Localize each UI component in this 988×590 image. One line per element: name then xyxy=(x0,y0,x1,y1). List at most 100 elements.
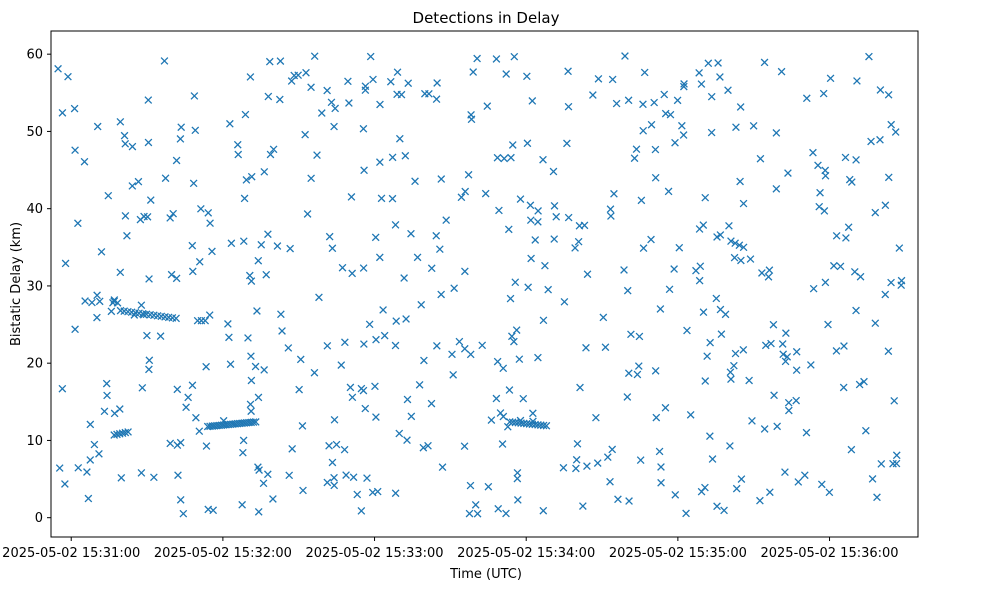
detection-point xyxy=(884,173,893,182)
detection-point xyxy=(395,134,404,143)
detection-point xyxy=(506,294,515,303)
detection-point xyxy=(116,268,125,277)
detection-point xyxy=(871,208,880,217)
detection-point xyxy=(407,412,416,421)
detection-point xyxy=(264,92,273,101)
detection-point xyxy=(832,231,841,240)
detection-point xyxy=(701,193,710,202)
detection-point xyxy=(71,146,79,155)
detection-point xyxy=(560,297,569,306)
detection-point xyxy=(792,366,801,375)
detection-point xyxy=(401,151,410,160)
detection-point xyxy=(624,96,633,105)
detection-point xyxy=(188,241,197,250)
detection-point xyxy=(262,270,271,279)
detection-point xyxy=(204,505,213,514)
detection-point xyxy=(206,219,214,228)
detection-point xyxy=(603,453,612,462)
detection-point xyxy=(891,128,900,136)
detection-point xyxy=(682,509,690,518)
detection-point xyxy=(523,72,531,81)
detection-point xyxy=(275,95,284,104)
detection-point xyxy=(145,365,153,374)
detection-point xyxy=(760,425,769,433)
detection-point xyxy=(296,355,305,364)
detection-point xyxy=(772,184,781,193)
detection-point xyxy=(855,380,864,389)
detection-point xyxy=(699,308,708,317)
detection-point xyxy=(871,319,880,328)
detection-point xyxy=(717,330,726,339)
detection-point xyxy=(735,241,744,250)
detection-point xyxy=(606,477,614,486)
detection-point xyxy=(411,177,419,186)
detection-point xyxy=(328,244,337,253)
detection-point xyxy=(247,407,255,416)
detection-point xyxy=(288,444,297,453)
detection-point xyxy=(264,230,272,239)
detection-point xyxy=(539,155,547,164)
detection-point xyxy=(247,376,256,385)
detection-point xyxy=(499,412,508,421)
detection-point xyxy=(610,189,618,198)
detection-point xyxy=(529,409,537,418)
detection-point xyxy=(419,443,428,452)
detection-point xyxy=(515,355,524,364)
detection-point xyxy=(285,471,294,480)
detection-point xyxy=(145,275,153,283)
detection-point xyxy=(176,495,185,504)
detection-point xyxy=(816,188,824,197)
detection-point xyxy=(876,135,884,144)
detection-point xyxy=(427,399,436,408)
detection-point xyxy=(572,455,581,464)
detection-point xyxy=(254,507,263,516)
detection-point xyxy=(120,131,129,140)
detection-point xyxy=(376,158,384,167)
chart-title: Detections in Delay xyxy=(413,9,560,27)
detection-point xyxy=(539,316,548,325)
detection-point xyxy=(794,478,803,486)
detection-point xyxy=(524,283,533,292)
detection-point xyxy=(703,352,712,361)
detection-point xyxy=(592,413,600,422)
detection-point xyxy=(371,382,379,391)
detection-point xyxy=(499,364,508,373)
detection-point xyxy=(821,278,830,287)
detection-point xyxy=(277,310,285,319)
detection-point xyxy=(544,285,553,294)
detection-point xyxy=(301,130,309,139)
detection-point xyxy=(656,305,665,313)
detection-point xyxy=(652,413,661,422)
detection-point xyxy=(508,141,517,149)
detection-point xyxy=(226,119,234,128)
detection-point xyxy=(310,52,319,61)
detection-point xyxy=(701,377,710,385)
detection-point xyxy=(327,98,336,107)
detection-point xyxy=(246,73,255,81)
detection-point xyxy=(716,231,725,239)
detection-point xyxy=(534,218,542,226)
y-tick-label: 20 xyxy=(26,357,43,372)
detection-point xyxy=(576,383,584,392)
detection-point xyxy=(760,58,769,67)
detection-point xyxy=(826,74,835,83)
detection-point xyxy=(809,284,818,293)
detection-point xyxy=(614,495,622,504)
detection-point xyxy=(432,95,441,104)
detection-point xyxy=(727,375,735,384)
detection-point xyxy=(160,57,169,65)
detection-point xyxy=(238,500,247,509)
detection-point xyxy=(286,244,295,253)
detection-point xyxy=(601,343,610,352)
detection-point xyxy=(814,161,822,170)
detection-point xyxy=(88,298,96,307)
detection-point xyxy=(337,361,346,369)
detection-point xyxy=(90,440,99,449)
x-tick-label: 2025-05-02 15:36:00 xyxy=(760,546,898,561)
detection-point xyxy=(121,212,130,220)
detection-point xyxy=(784,398,793,407)
detection-point xyxy=(193,316,202,325)
detection-point xyxy=(507,332,516,341)
detection-point xyxy=(639,244,648,253)
detection-point xyxy=(873,493,881,502)
